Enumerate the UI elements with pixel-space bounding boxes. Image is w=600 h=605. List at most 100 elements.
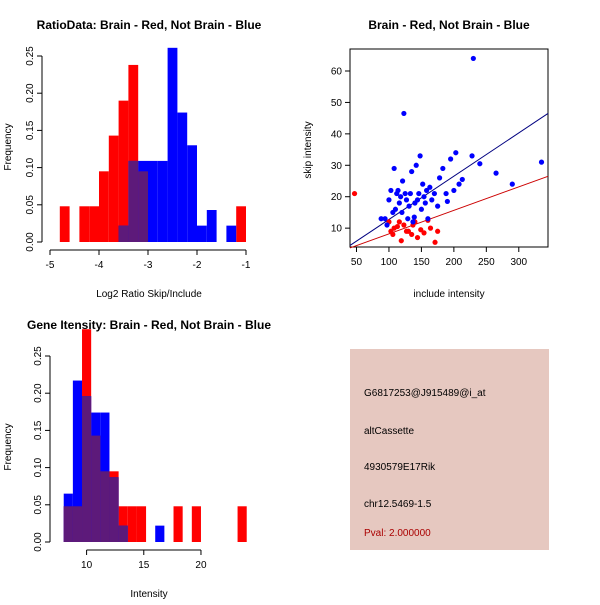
intensity-bar-not-brain xyxy=(72,380,83,542)
scatter-point-brain xyxy=(398,238,404,244)
scatter-y-tick-label: 60 xyxy=(331,67,343,78)
scatter-point-not-brain xyxy=(406,203,412,209)
intensity-y-tick-label: 0.20 xyxy=(33,383,44,403)
gene-name: 4930579E17Rik xyxy=(364,462,436,473)
info-panel: G6817253@J915489@i_at altCassette 493057… xyxy=(350,349,549,550)
info-panel-background xyxy=(350,349,549,550)
scatter-point-not-brain xyxy=(391,165,397,172)
scatter-point-brain xyxy=(435,228,441,234)
ratio-x-tick-label: -3 xyxy=(144,260,153,271)
scatter-point-not-brain xyxy=(398,194,404,200)
intensity-histogram-title: Gene Itensity: Brain - Red, Not Brain - … xyxy=(27,318,271,332)
scatter-point-not-brain xyxy=(399,178,406,184)
scatter-point-not-brain xyxy=(401,110,407,117)
scatter-ylabel: skip intensity xyxy=(303,121,314,178)
scatter-point-brain xyxy=(396,219,402,225)
scatter-y-tick-label: 20 xyxy=(331,192,343,203)
scatter-point-not-brain xyxy=(420,181,426,187)
scatter-point-not-brain xyxy=(493,170,499,176)
ratio-bar-brain xyxy=(59,206,70,242)
scatter-point-not-brain xyxy=(411,214,417,220)
scatter-point-not-brain xyxy=(402,190,408,197)
scatter-point-not-brain xyxy=(421,194,427,200)
ratio-bar-not-brain xyxy=(167,47,178,242)
intensity-bar-overlap xyxy=(72,506,83,542)
scatter-point-not-brain xyxy=(392,206,399,212)
scatter-point-not-brain xyxy=(443,190,449,197)
scatter-point-not-brain xyxy=(378,216,384,222)
scatter-point-not-brain xyxy=(456,181,462,187)
ratio-x-tick-label: -5 xyxy=(46,260,55,271)
scatter-point-not-brain xyxy=(425,216,431,222)
intensity-y-tick-label: 0.15 xyxy=(33,420,44,440)
scatter-xlabel: include intensity xyxy=(413,289,484,300)
intensity-histogram-bars xyxy=(63,329,247,542)
intensity-bar-overlap xyxy=(82,396,92,542)
intensity-bar-brain xyxy=(118,506,128,542)
ratio-bar-overlap xyxy=(138,171,148,242)
ratio-bar-brain xyxy=(89,206,99,242)
intensity-y-tick-label: 0.00 xyxy=(33,532,44,552)
scatter-point-not-brain xyxy=(409,168,415,175)
scatter-point-not-brain xyxy=(469,153,475,159)
ratio-bar-brain xyxy=(99,171,109,242)
scatter-point-not-brain xyxy=(413,162,419,168)
intensity-bar-brain xyxy=(127,506,137,542)
scatter-point-not-brain xyxy=(477,161,483,167)
ratio-bar-brain xyxy=(236,206,246,242)
scatter-fit-line xyxy=(349,175,549,249)
ratio-y-tick-label: 0.00 xyxy=(25,232,36,252)
ratio-bar-brain xyxy=(128,64,139,242)
intensity-bar-brain xyxy=(136,506,147,542)
ratio-histogram-ylabel: Frequency xyxy=(3,123,14,170)
intensity-x-tick-label: 10 xyxy=(81,560,93,571)
scatter-point-not-brain xyxy=(396,200,402,206)
chromosome-location: chr12.5469-1.5 xyxy=(364,499,432,510)
scatter-point-not-brain xyxy=(429,197,435,203)
scatter-point-brain xyxy=(394,223,400,230)
ratio-bar-not-brain xyxy=(177,112,188,242)
ratio-bar-brain xyxy=(79,206,90,242)
ratio-y-tick-label: 0.05 xyxy=(25,195,36,215)
intensity-x-tick-label: 15 xyxy=(138,560,150,571)
scatter-point-not-brain xyxy=(386,197,392,203)
scatter-x-tick-label: 300 xyxy=(510,257,527,268)
scatter-point-brain xyxy=(409,231,415,238)
intensity-x-tick-label: 20 xyxy=(195,560,207,571)
scatter-point-not-brain xyxy=(407,190,413,197)
scatter-point-not-brain xyxy=(459,176,465,183)
scatter-plot-frame xyxy=(349,48,549,248)
scatter-point-not-brain xyxy=(422,200,428,206)
ratio-bar-not-brain xyxy=(157,160,168,242)
scatter-title: Brain - Red, Not Brain - Blue xyxy=(368,18,530,32)
ratio-y-tick-label: 0.25 xyxy=(25,46,36,66)
ratio-x-tick-label: -4 xyxy=(95,260,104,271)
scatter-y-tick-label: 30 xyxy=(331,161,343,172)
scatter-axes: 50 100 150 200 250 300 10 20 30 40 50 60 xyxy=(331,67,528,269)
intensity-bar-overlap xyxy=(100,471,110,542)
scatter-point-brain xyxy=(351,190,358,197)
intensity-y-tick-label: 0.25 xyxy=(33,346,44,366)
scatter-y-tick-label: 50 xyxy=(331,98,343,109)
ratio-y-tick-label: 0.20 xyxy=(25,83,36,103)
scatter-point-not-brain xyxy=(414,197,421,203)
scatter-point-brain xyxy=(427,225,434,231)
scatter-plot-area xyxy=(349,48,549,249)
ratio-bar-not-brain xyxy=(226,225,237,242)
ratio-y-tick-label: 0.15 xyxy=(25,120,36,140)
ratio-bar-not-brain xyxy=(206,210,217,242)
scatter-point-not-brain xyxy=(399,209,405,216)
scatter-point-not-brain xyxy=(431,190,437,197)
ratio-bar-overlap xyxy=(118,225,129,242)
scatter-point-brain xyxy=(421,230,427,236)
ratio-histogram-axes: -5 -4 -3 -2 -1 0.00 0.05 0.10 0.15 0.20 0.25 xyxy=(25,46,251,271)
scatter-point-not-brain xyxy=(427,184,433,190)
scatter-point-brain xyxy=(401,222,407,228)
scatter-point-not-brain xyxy=(453,150,459,156)
scatter-point-not-brain xyxy=(417,153,423,159)
intensity-bar-brain xyxy=(173,506,183,542)
intensity-y-tick-label: 0.10 xyxy=(33,457,44,477)
ratio-bar-not-brain xyxy=(187,145,197,242)
ratio-histogram-xlabel: Log2 Ratio Skip/Include xyxy=(96,289,202,300)
